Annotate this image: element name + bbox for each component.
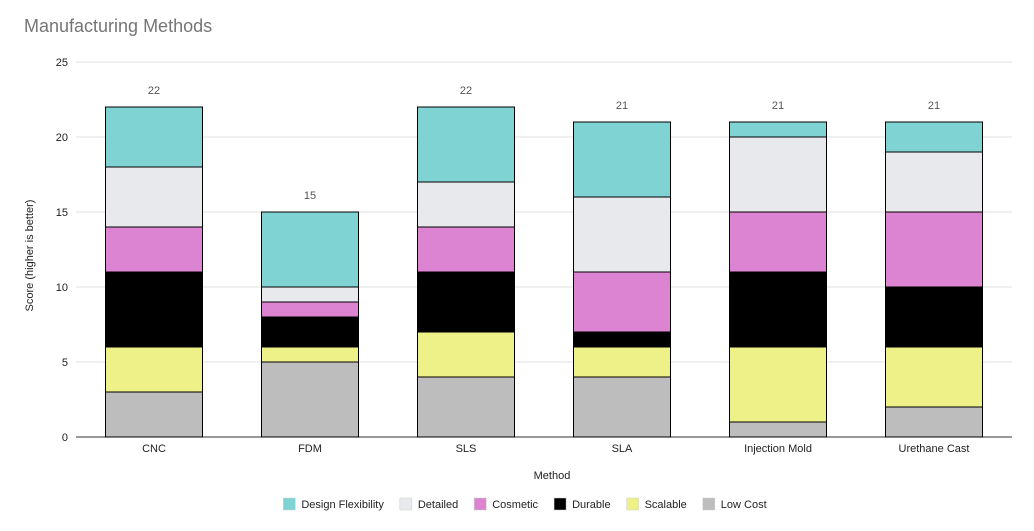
legend-item-durable[interactable]: Durable [553, 497, 611, 511]
legend-swatch [553, 497, 567, 511]
bar-segment-durable[interactable] [261, 316, 359, 348]
bar-segment-scalable[interactable] [573, 346, 671, 378]
bar-segment-cosmetic[interactable] [105, 226, 203, 273]
legend-swatch [473, 497, 487, 511]
x-tick-label: Injection Mold [744, 443, 812, 455]
bar-segment-design-flexibility[interactable] [729, 121, 827, 138]
bar-segment-low-cost[interactable] [573, 376, 671, 438]
bar-segment-detailed[interactable] [729, 136, 827, 213]
legend-item-detailed[interactable]: Detailed [399, 497, 458, 511]
bar-segment-detailed[interactable] [885, 151, 983, 213]
x-tick-label: CNC [142, 443, 166, 455]
legend-label: Scalable [645, 499, 687, 511]
total-label: 21 [616, 100, 628, 112]
x-tick-label: FDM [298, 443, 322, 455]
chart-title: Manufacturing Methods [24, 16, 213, 36]
y-tick-label: 10 [56, 282, 68, 294]
bar-segment-cosmetic[interactable] [573, 271, 671, 333]
legend-swatch [626, 497, 639, 511]
legend-item-low-cost[interactable]: Low Cost [702, 497, 767, 511]
legend-label: Cosmetic [492, 499, 538, 511]
bar-segment-detailed[interactable] [105, 166, 203, 228]
legend: Design Flexibility Detailed Cosmetic Durabl… [283, 497, 767, 511]
bar-segment-low-cost[interactable] [885, 406, 983, 438]
bar-segment-detailed[interactable] [261, 286, 359, 303]
bar-segment-scalable[interactable] [105, 346, 203, 393]
y-tick-label: 0 [62, 432, 68, 444]
bar-segment-design-flexibility[interactable] [417, 106, 515, 183]
legend-label: Detailed [418, 499, 458, 511]
label-layer: 0 5 10 15 20 25 22 CNC 15 FDM 22 SLS 21 SLA 21 Injectio… [24, 57, 969, 482]
bar-segment-durable[interactable] [417, 271, 515, 333]
y-tick-label: 20 [56, 132, 68, 144]
x-tick-label: SLS [456, 443, 477, 455]
bar-segment-detailed[interactable] [573, 196, 671, 273]
legend-swatch [399, 497, 413, 511]
bar-segment-durable[interactable] [729, 271, 827, 348]
total-label: 21 [772, 100, 784, 112]
legend-swatch [283, 497, 296, 511]
bar-segment-scalable[interactable] [729, 346, 827, 423]
legend-item-design-flexibility[interactable]: Design Flexibility [283, 497, 384, 511]
bar-segment-detailed[interactable] [417, 181, 515, 228]
bar-segment-design-flexibility[interactable] [885, 121, 983, 153]
x-tick-label: Urethane Cast [899, 443, 970, 455]
legend-label: Design Flexibility [301, 499, 384, 511]
bar-segment-durable[interactable] [885, 286, 983, 348]
legend-label: Low Cost [721, 499, 767, 511]
bar-segment-cosmetic[interactable] [261, 301, 359, 318]
legend-item-scalable[interactable]: Scalable [626, 497, 687, 511]
x-axis-title: Method [534, 470, 571, 482]
legend-swatch [702, 497, 716, 511]
bar-segment-low-cost[interactable] [729, 421, 827, 438]
y-tick-label: 15 [56, 207, 68, 219]
bar-segment-cosmetic[interactable] [885, 211, 983, 288]
y-tick-label: 25 [56, 57, 68, 69]
y-tick-label: 5 [62, 357, 68, 369]
total-label: 22 [460, 85, 472, 97]
bar-segment-cosmetic[interactable] [417, 226, 515, 273]
bar-segment-low-cost[interactable] [105, 391, 203, 438]
bar-segment-scalable[interactable] [261, 346, 359, 363]
bar-segment-design-flexibility[interactable] [261, 211, 359, 288]
legend-label: Durable [572, 499, 611, 511]
bar-segment-scalable[interactable] [417, 331, 515, 378]
bar-segment-design-flexibility[interactable] [105, 106, 203, 168]
bar-segment-durable[interactable] [573, 331, 671, 348]
bar-layer [105, 106, 983, 438]
bar-segment-low-cost[interactable] [417, 376, 515, 438]
x-tick-label: SLA [612, 443, 633, 455]
total-label: 22 [148, 85, 160, 97]
total-label: 21 [928, 100, 940, 112]
bar-segment-low-cost[interactable] [261, 361, 359, 438]
bar-segment-scalable[interactable] [885, 346, 983, 408]
grid-layer [76, 61, 1012, 438]
bar-segment-durable[interactable] [105, 271, 203, 348]
y-axis-title: Score (higher is better) [24, 200, 36, 312]
total-label: 15 [304, 190, 316, 202]
bar-segment-design-flexibility[interactable] [573, 121, 671, 198]
legend-item-cosmetic[interactable]: Cosmetic [473, 497, 539, 511]
bar-segment-cosmetic[interactable] [729, 211, 827, 273]
